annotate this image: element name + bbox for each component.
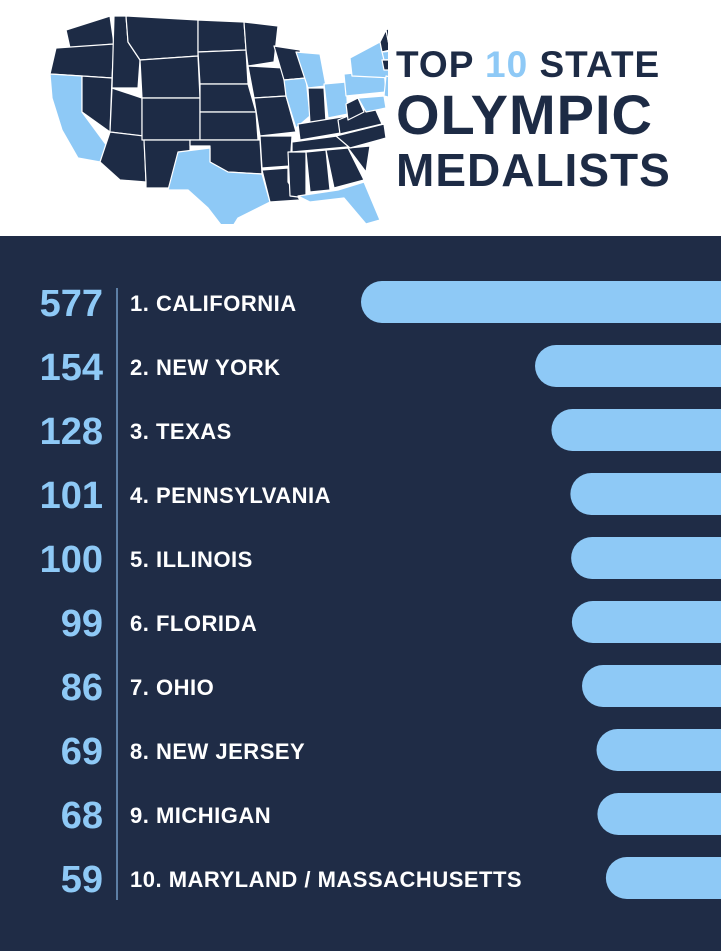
bar [571, 601, 721, 643]
category-label: 8. NEW JERSEY [130, 739, 305, 764]
value-label: 59 [61, 859, 103, 901]
bar [596, 729, 721, 771]
value-label: 99 [61, 603, 103, 645]
title-line-3: MEDALISTS [396, 144, 671, 196]
bar [570, 473, 721, 515]
page-title: TOP 10 STATE OLYMPIC MEDALISTS [396, 46, 716, 193]
bar [582, 665, 721, 707]
value-label: 154 [40, 347, 103, 389]
category-label: 1. CALIFORNIA [130, 291, 297, 316]
category-label: 6. FLORIDA [130, 611, 257, 636]
bar [571, 537, 721, 579]
map-state-missouri [253, 95, 297, 137]
map-state-new-jersey [383, 75, 388, 98]
bar [535, 345, 721, 387]
map-state-new-hampshire [385, 28, 388, 44]
bar [551, 409, 721, 451]
title-accent-number: 10 [485, 44, 529, 85]
value-label: 128 [40, 411, 103, 453]
category-label: 7. OHIO [130, 675, 214, 700]
map-state-west-virginia [345, 97, 365, 121]
category-label: 3. TEXAS [130, 419, 232, 444]
bar [605, 857, 721, 899]
value-label: 86 [61, 667, 103, 709]
map-state-north-carolina [335, 123, 387, 149]
map-state-minnesota [243, 21, 279, 67]
map-state-georgia [325, 147, 365, 189]
category-label: 4. PENNSYLVANIA [130, 483, 331, 508]
map-state-new-york [349, 41, 388, 79]
value-label: 101 [40, 475, 103, 517]
map-state-alabama [305, 149, 331, 193]
value-label: 69 [61, 731, 103, 773]
category-label: 9. MICHIGAN [130, 803, 271, 828]
map-state-arizona [99, 131, 147, 183]
bar [361, 281, 721, 323]
value-label: 100 [40, 539, 103, 581]
map-state-texas [167, 147, 271, 224]
map-state-vermont [379, 29, 388, 53]
map-state-maryland [357, 95, 387, 113]
title-line-2: OLYMPIC [396, 83, 653, 146]
map-state-florida [297, 181, 381, 224]
value-label: 68 [61, 795, 103, 837]
title-line-1: TOP 10 STATE [396, 44, 661, 85]
map-state-illinois [283, 77, 311, 129]
map-state-connecticut [381, 59, 388, 71]
us-map-icon [49, 15, 388, 224]
bar [597, 793, 721, 835]
value-label: 577 [40, 283, 103, 325]
category-label: 2. NEW YORK [130, 355, 281, 380]
map-state-massachusetts [381, 50, 388, 61]
map-state-south-carolina [347, 145, 371, 173]
header: TOP 10 STATE OLYMPIC MEDALISTS [0, 0, 721, 236]
chart-divider [116, 288, 118, 900]
category-label: 5. ILLINOIS [130, 547, 253, 572]
category-label: 10. MARYLAND / MASSACHUSETTS [130, 867, 522, 892]
